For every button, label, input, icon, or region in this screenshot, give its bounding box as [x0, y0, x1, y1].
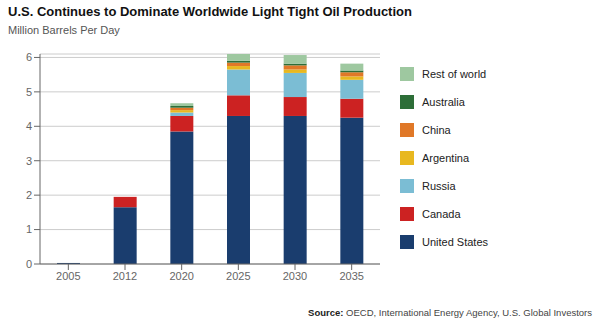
html-text:Source: OECD, International En: Source: OECD, International Energy Agenc…: [308, 307, 592, 318]
html-text:Australia: Australia: [422, 96, 465, 108]
svg-text:1: 1: [26, 223, 32, 235]
svg-text:2: 2: [26, 189, 32, 201]
html-text:China: China: [422, 124, 451, 136]
svg-text:6: 6: [26, 51, 32, 63]
svg-text:2012: 2012: [113, 270, 137, 282]
svg-text:4: 4: [26, 120, 32, 132]
html-text:United States: United States: [422, 236, 488, 248]
svg-text:2020: 2020: [169, 270, 193, 282]
svg-text:2030: 2030: [283, 270, 307, 282]
html-text:Russia: Russia: [422, 180, 456, 192]
html-text:Canada: Canada: [422, 208, 461, 220]
html-text:Rest of world: Rest of world: [422, 68, 487, 80]
svg-text:5: 5: [26, 86, 32, 98]
html-text:U.S. Continues to Dominate Wor: U.S. Continues to Dominate Worldwide Lig…: [8, 4, 412, 19]
svg-text:0: 0: [26, 258, 32, 270]
svg-text:2025: 2025: [226, 270, 250, 282]
svg-text:2035: 2035: [339, 270, 363, 282]
svg-text:3: 3: [26, 155, 32, 167]
svg-text:2005: 2005: [56, 270, 80, 282]
html-text:Argentina: Argentina: [422, 152, 470, 164]
html-text:Million Barrels Per Day: Million Barrels Per Day: [8, 24, 120, 36]
